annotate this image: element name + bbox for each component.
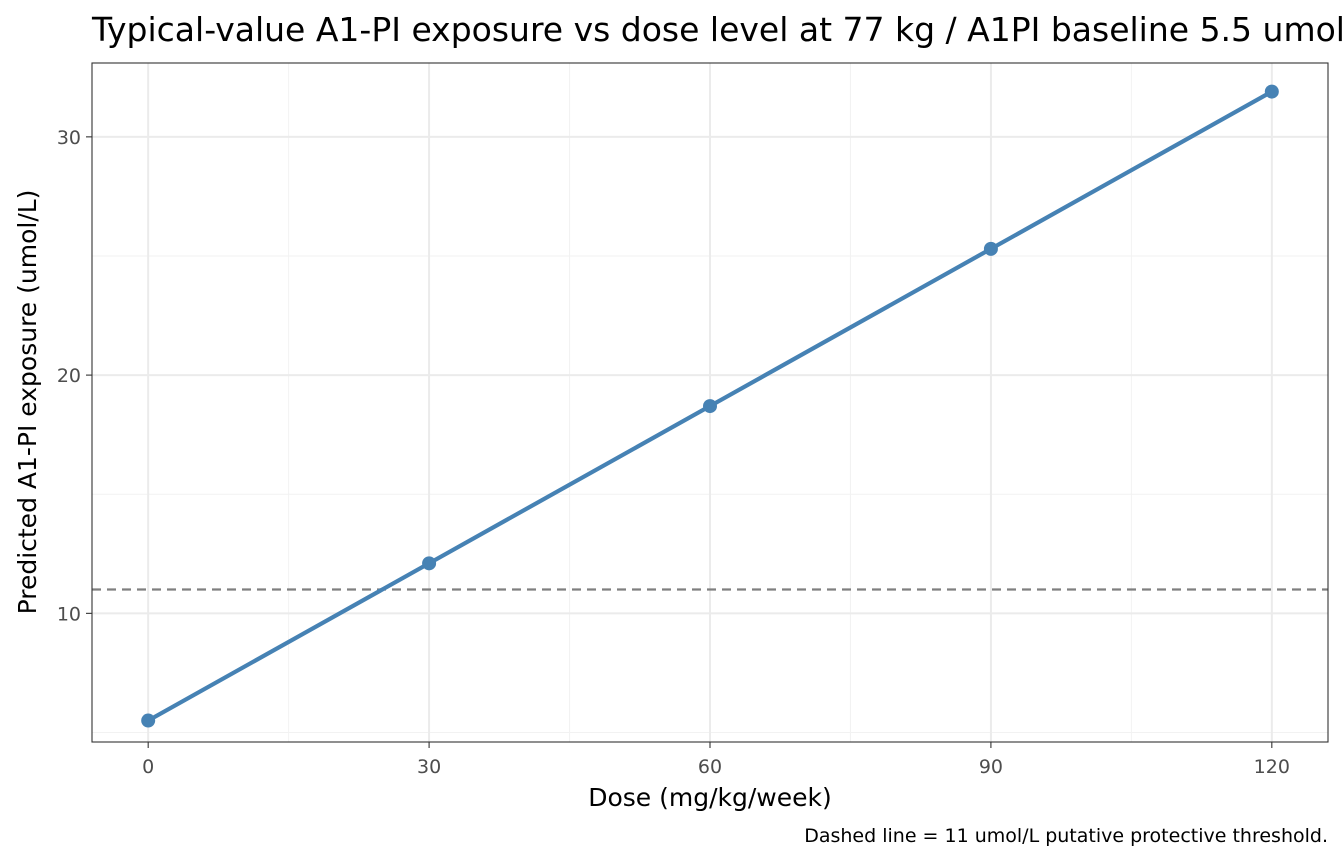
x-tick-label: 30 bbox=[417, 756, 441, 778]
data-point bbox=[983, 241, 998, 256]
data-point bbox=[422, 556, 437, 571]
x-tick-label: 120 bbox=[1254, 756, 1290, 778]
x-tick-label: 0 bbox=[142, 756, 154, 778]
y-axis-title: Predicted A1-PI exposure (umol/L) bbox=[13, 190, 42, 615]
x-tick-label: 90 bbox=[979, 756, 1003, 778]
y-tick-label: 30 bbox=[57, 127, 81, 149]
axes: 0 30 60 90 120 10 20 30 bbox=[57, 127, 1290, 778]
data-point bbox=[1264, 84, 1279, 99]
x-axis-title: Dose (mg/kg/week) bbox=[588, 783, 832, 812]
chart-title: Typical-value A1-PI exposure vs dose lev… bbox=[91, 10, 1344, 49]
chart-caption: Dashed line = 11 umol/L putative protect… bbox=[804, 825, 1328, 847]
series-layer bbox=[141, 84, 1279, 728]
data-point bbox=[141, 713, 156, 728]
y-tick-label: 20 bbox=[57, 365, 81, 387]
y-tick-label: 10 bbox=[57, 603, 81, 625]
x-tick-label: 60 bbox=[698, 756, 722, 778]
data-point bbox=[703, 399, 717, 414]
